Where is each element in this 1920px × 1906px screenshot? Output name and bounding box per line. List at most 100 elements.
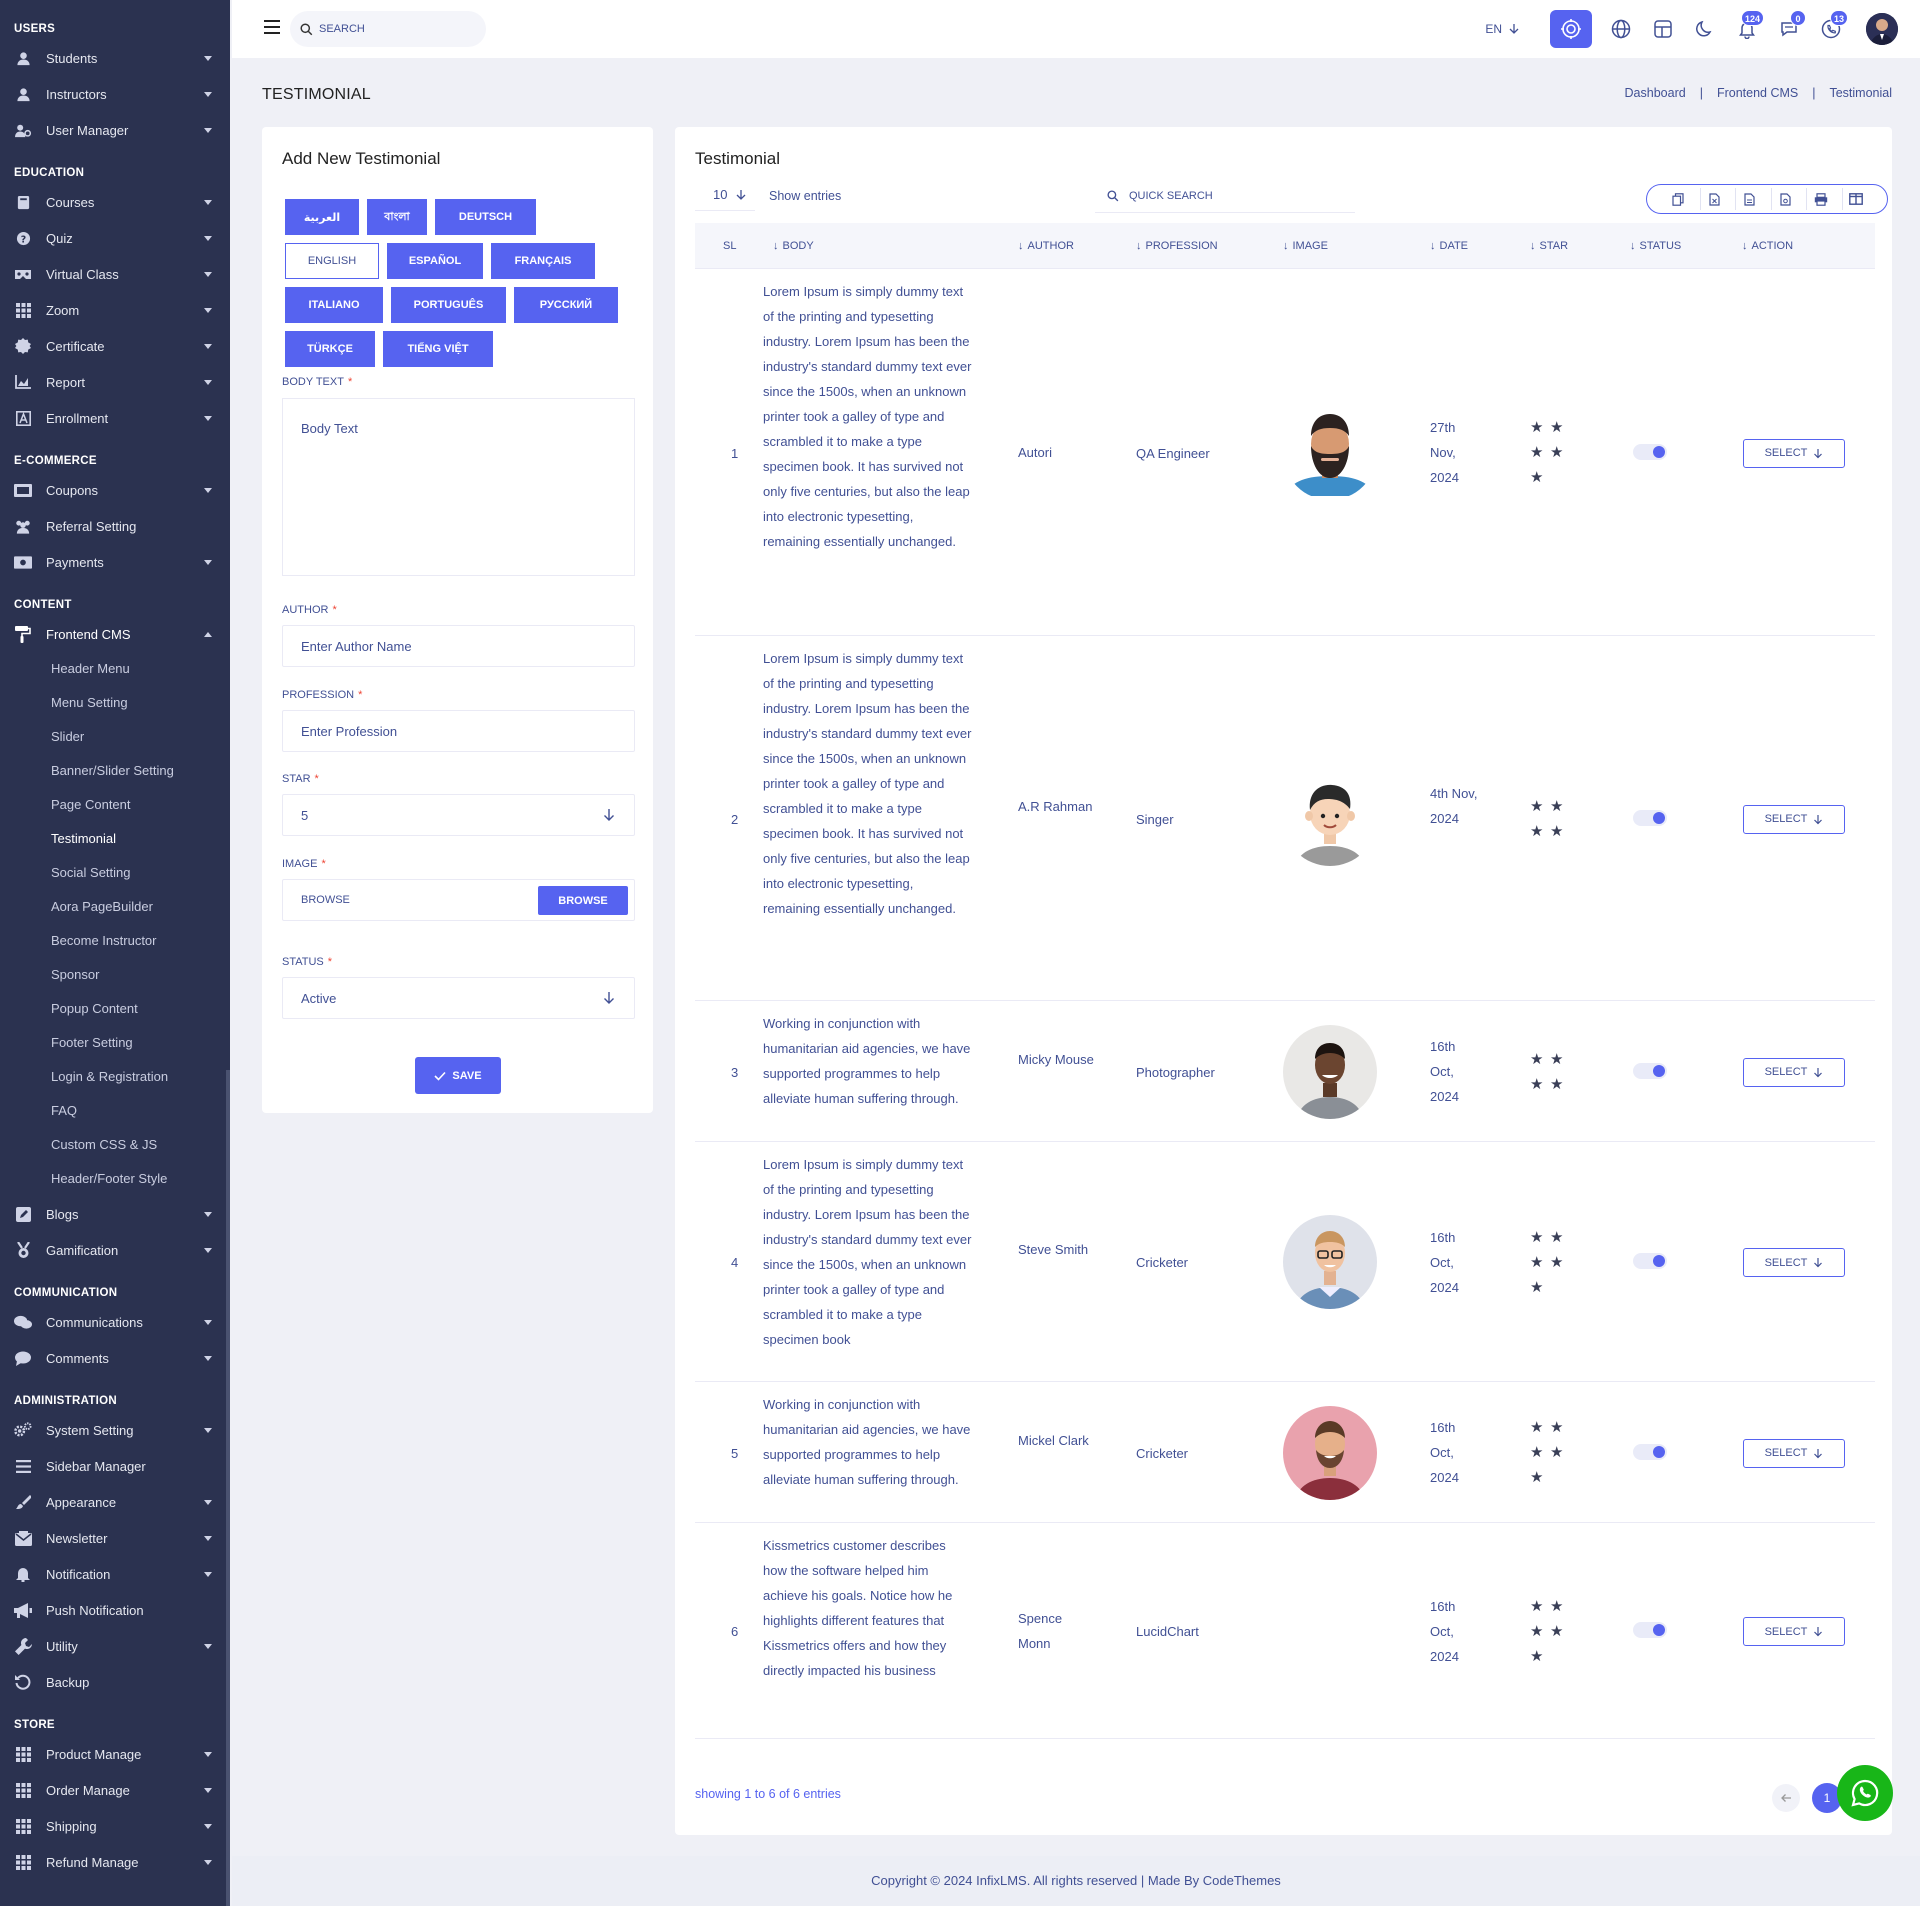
sidebar-item-shipping[interactable]: Shipping bbox=[0, 1808, 230, 1844]
row-select-button[interactable]: SELECT bbox=[1743, 804, 1845, 834]
column-header-profession[interactable]: ↓ PROFESSION bbox=[1136, 240, 1218, 252]
sidebar-item-push-notification[interactable]: Push Notification bbox=[0, 1592, 230, 1628]
column-header-body[interactable]: ↓ BODY bbox=[773, 240, 814, 252]
profession-input[interactable]: Enter Profession bbox=[282, 710, 635, 752]
column-header-action[interactable]: ↓ ACTION bbox=[1742, 240, 1794, 252]
column-header-date[interactable]: ↓ DATE bbox=[1430, 240, 1469, 252]
sidebar-item-courses[interactable]: Courses bbox=[0, 184, 230, 220]
layout-icon[interactable] bbox=[1642, 10, 1684, 48]
sidebar-item-refund-manage[interactable]: Refund Manage bbox=[0, 1844, 230, 1880]
whatsapp-icon[interactable] bbox=[1837, 1765, 1893, 1821]
sidebar-subitem-custom-css-js[interactable]: Custom CSS & JS bbox=[51, 1137, 158, 1152]
sidebar-item-notification[interactable]: Notification bbox=[0, 1556, 230, 1592]
sidebar-item-frontend-cms[interactable]: Frontend CMS bbox=[0, 616, 230, 652]
sidebar-subitem-header-footer-style[interactable]: Header/Footer Style bbox=[51, 1171, 168, 1186]
phone-icon[interactable]: 13 bbox=[1810, 10, 1852, 48]
copy-icon[interactable] bbox=[1664, 188, 1692, 210]
sidebar-subitem-page-content[interactable]: Page Content bbox=[51, 797, 131, 812]
language-tab-6[interactable]: ITALIANO bbox=[285, 287, 383, 323]
sidebar-item-report[interactable]: Report bbox=[0, 364, 230, 400]
language-tab-5[interactable]: FRANÇAIS bbox=[491, 243, 595, 279]
header-search[interactable] bbox=[290, 11, 486, 47]
status-toggle[interactable] bbox=[1633, 809, 1667, 826]
browse-button[interactable]: BROWSE bbox=[538, 886, 628, 915]
notification-bell-icon[interactable]: 124 bbox=[1726, 10, 1768, 48]
author-input[interactable]: Enter Author Name bbox=[282, 625, 635, 667]
language-selector[interactable]: EN bbox=[1485, 22, 1520, 36]
row-select-button[interactable]: SELECT bbox=[1743, 1057, 1845, 1087]
language-tab-1[interactable]: বাংলা bbox=[367, 199, 427, 235]
row-select-button[interactable]: SELECT bbox=[1743, 1248, 1845, 1277]
sidebar-item-gamification[interactable]: Gamification bbox=[0, 1232, 230, 1268]
breadcrumb-dashboard[interactable]: Dashboard bbox=[1624, 86, 1686, 100]
sidebar-subitem-sponsor[interactable]: Sponsor bbox=[51, 967, 100, 982]
column-header-sl[interactable]: SL bbox=[723, 240, 737, 252]
sidebar-subitem-header-menu[interactable]: Header Menu bbox=[51, 661, 130, 676]
image-file-input[interactable]: BROWSE BROWSE bbox=[282, 879, 635, 921]
sidebar-item-system-setting[interactable]: System Setting bbox=[0, 1412, 230, 1448]
column-header-author[interactable]: ↓ AUTHOR bbox=[1018, 240, 1074, 252]
sidebar-item-zoom[interactable]: Zoom bbox=[0, 292, 230, 328]
pdf-file-icon[interactable] bbox=[1770, 188, 1799, 210]
dark-mode-icon[interactable] bbox=[1684, 10, 1726, 48]
sidebar-item-newsletter[interactable]: Newsletter bbox=[0, 1520, 230, 1556]
print-icon[interactable] bbox=[1806, 188, 1834, 210]
language-tab-9[interactable]: TÜRKÇE bbox=[285, 331, 375, 367]
language-tab-7[interactable]: PORTUGUÊS bbox=[391, 287, 506, 323]
columns-icon[interactable] bbox=[1841, 188, 1870, 210]
row-select-button[interactable]: SELECT bbox=[1743, 438, 1845, 468]
sidebar-item-communications[interactable]: Communications bbox=[0, 1304, 230, 1340]
sidebar-subitem-social-setting[interactable]: Social Setting bbox=[51, 865, 131, 880]
csv-file-icon[interactable] bbox=[1735, 188, 1763, 210]
column-header-image[interactable]: ↓ IMAGE bbox=[1283, 240, 1328, 252]
messages-icon[interactable]: 0 bbox=[1768, 10, 1810, 48]
status-toggle[interactable] bbox=[1633, 1443, 1667, 1460]
language-tab-2[interactable]: DEUTSCH bbox=[435, 199, 536, 235]
sidebar-subitem-aora-pagebuilder[interactable]: Aora PageBuilder bbox=[51, 899, 153, 914]
sidebar-item-enrollment[interactable]: Enrollment bbox=[0, 400, 230, 436]
sidebar-item-certificate[interactable]: Certificate bbox=[0, 328, 230, 364]
sidebar-subitem-slider[interactable]: Slider bbox=[51, 729, 85, 744]
breadcrumb-frontend-cms[interactable]: Frontend CMS bbox=[1716, 86, 1799, 100]
sidebar-item-utility[interactable]: Utility bbox=[0, 1628, 230, 1664]
sidebar-subitem-footer-setting[interactable]: Footer Setting bbox=[51, 1035, 133, 1050]
column-header-status[interactable]: ↓ STATUS bbox=[1630, 240, 1682, 252]
status-toggle[interactable] bbox=[1633, 1253, 1667, 1269]
sidebar-item-blogs[interactable]: Blogs bbox=[0, 1196, 230, 1232]
sidebar-item-backup[interactable]: Backup bbox=[0, 1664, 230, 1700]
language-tab-0[interactable]: العربية bbox=[285, 199, 359, 235]
quick-search-input[interactable] bbox=[1129, 189, 1271, 202]
sidebar-item-coupons[interactable]: Coupons bbox=[0, 472, 230, 508]
dashboard-chip-icon[interactable] bbox=[1550, 10, 1592, 48]
sidebar-item-order-manage[interactable]: Order Manage bbox=[0, 1772, 230, 1808]
sidebar-subitem-menu-setting[interactable]: Menu Setting bbox=[51, 695, 128, 710]
language-tab-8[interactable]: РУССКИЙ bbox=[514, 287, 618, 323]
sidebar-subitem-popup-content[interactable]: Popup Content bbox=[51, 1001, 138, 1016]
sidebar-item-virtual-class[interactable]: Virtual Class bbox=[0, 256, 230, 292]
search-input[interactable] bbox=[319, 23, 469, 35]
sidebar-item-appearance[interactable]: Appearance bbox=[0, 1484, 230, 1520]
globe-icon[interactable] bbox=[1600, 10, 1642, 48]
status-select[interactable]: Active bbox=[282, 977, 635, 1019]
status-toggle[interactable] bbox=[1633, 443, 1667, 460]
row-select-button[interactable]: SELECT bbox=[1743, 1617, 1845, 1646]
language-tab-3[interactable]: ENGLISH bbox=[285, 243, 379, 279]
sidebar-item-payments[interactable]: Payments bbox=[0, 544, 230, 580]
row-select-button[interactable]: SELECT bbox=[1743, 1438, 1845, 1468]
sidebar-scrollbar[interactable] bbox=[226, 1070, 230, 1906]
menu-toggle-icon[interactable] bbox=[264, 20, 280, 34]
sidebar-subitem-faq[interactable]: FAQ bbox=[51, 1103, 78, 1118]
sidebar-subitem-banner-slider-setting[interactable]: Banner/Slider Setting bbox=[51, 763, 174, 778]
status-toggle[interactable] bbox=[1633, 1062, 1667, 1079]
sidebar-item-referral-setting[interactable]: Referral Setting bbox=[0, 508, 230, 544]
sidebar-item-comments[interactable]: Comments bbox=[0, 1340, 230, 1376]
excel-file-icon[interactable] bbox=[1699, 188, 1728, 210]
language-tab-10[interactable]: TIẾNG VIỆT bbox=[383, 331, 493, 367]
entries-select[interactable]: 10 bbox=[695, 179, 755, 211]
save-button[interactable]: SAVE bbox=[415, 1057, 501, 1094]
sidebar-item-quiz[interactable]: ? Quiz bbox=[0, 220, 230, 256]
sidebar-subitem-testimonial[interactable]: Testimonial bbox=[51, 831, 117, 846]
quick-search[interactable] bbox=[1095, 179, 1355, 213]
sidebar-item-user-manager[interactable]: User Manager bbox=[0, 112, 230, 148]
column-header-star[interactable]: ↓ STAR bbox=[1530, 240, 1569, 252]
